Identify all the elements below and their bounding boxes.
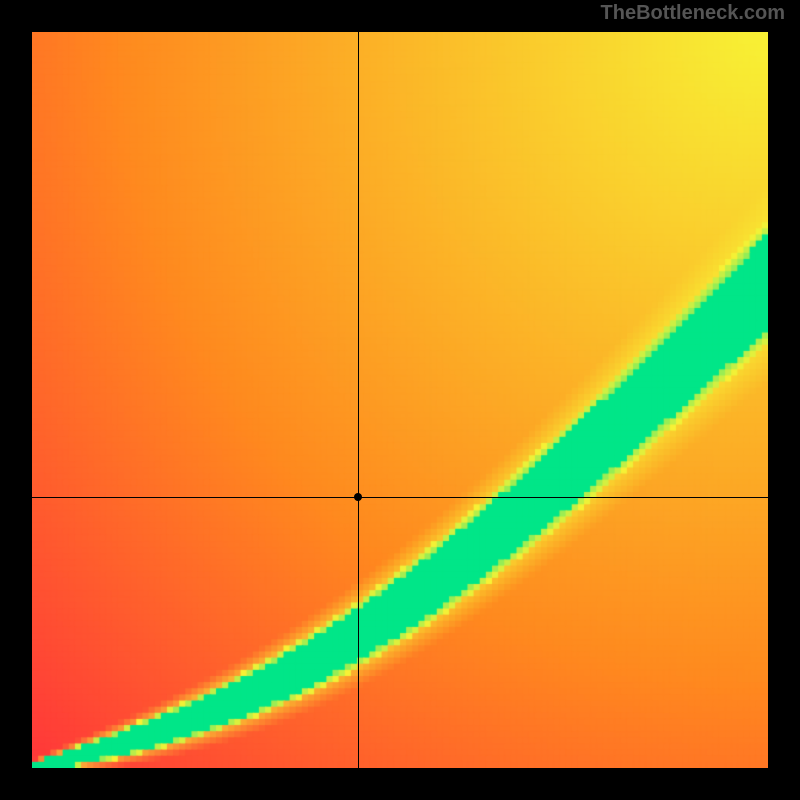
chart-container: TheBottleneck.com (0, 0, 800, 800)
marker-dot (354, 493, 362, 501)
plot-area (32, 32, 768, 768)
heatmap-canvas (32, 32, 768, 768)
crosshair-vertical (358, 32, 359, 768)
watermark-text: TheBottleneck.com (601, 2, 785, 25)
crosshair-horizontal (32, 497, 768, 498)
